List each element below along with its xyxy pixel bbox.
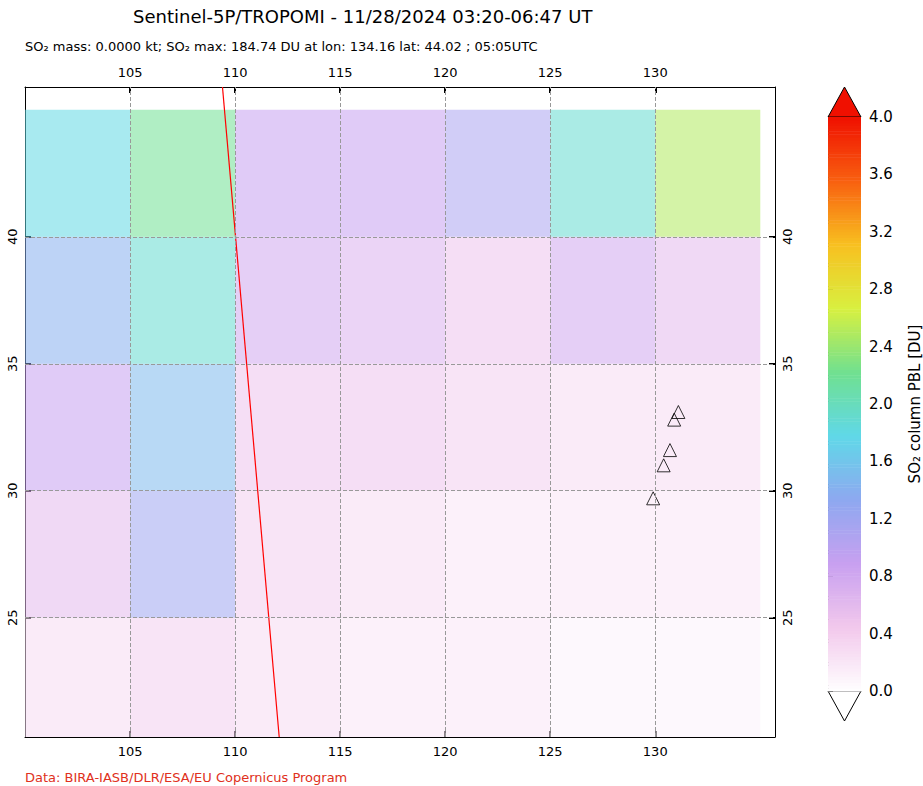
svg-text:35: 35 (5, 355, 20, 372)
svg-text:105: 105 (118, 65, 143, 80)
svg-text:0.0: 0.0 (869, 682, 893, 700)
svg-text:125: 125 (538, 744, 563, 759)
svg-text:SO₂ mass: 0.0000 kt; SO₂ max:: SO₂ mass: 0.0000 kt; SO₂ max: 184.74 DU … (25, 39, 538, 54)
svg-text:30: 30 (5, 482, 20, 499)
svg-text:0.8: 0.8 (869, 567, 893, 585)
svg-text:3.2: 3.2 (869, 223, 893, 241)
svg-text:1.2: 1.2 (869, 510, 893, 528)
svg-text:4.0: 4.0 (869, 108, 893, 126)
svg-text:SO₂ column PBL [DU]: SO₂ column PBL [DU] (906, 325, 923, 484)
svg-text:0.4: 0.4 (869, 625, 893, 643)
svg-text:115: 115 (328, 65, 353, 80)
svg-text:115: 115 (328, 744, 353, 759)
svg-text:30: 30 (780, 482, 795, 499)
svg-text:110: 110 (223, 65, 248, 80)
svg-text:Data: BIRA-IASB/DLR/ESA/EU Cop: Data: BIRA-IASB/DLR/ESA/EU Copernicus Pr… (25, 770, 347, 785)
svg-text:2.4: 2.4 (869, 338, 893, 356)
svg-text:120: 120 (433, 744, 458, 759)
svg-text:3.6: 3.6 (869, 165, 893, 183)
svg-text:25: 25 (780, 609, 795, 626)
svg-text:35: 35 (780, 355, 795, 372)
svg-text:25: 25 (5, 609, 20, 626)
svg-text:110: 110 (223, 744, 248, 759)
svg-text:105: 105 (118, 744, 143, 759)
svg-text:125: 125 (538, 65, 563, 80)
svg-text:120: 120 (433, 65, 458, 80)
svg-text:40: 40 (5, 229, 20, 246)
svg-text:40: 40 (780, 229, 795, 246)
svg-text:130: 130 (643, 744, 668, 759)
svg-text:2.8: 2.8 (869, 280, 893, 298)
svg-text:1.6: 1.6 (869, 452, 893, 470)
svg-text:130: 130 (643, 65, 668, 80)
svg-text:Sentinel-5P/TROPOMI - 11/28/20: Sentinel-5P/TROPOMI - 11/28/2024 03:20-0… (133, 6, 593, 27)
svg-text:2.0: 2.0 (869, 395, 893, 413)
